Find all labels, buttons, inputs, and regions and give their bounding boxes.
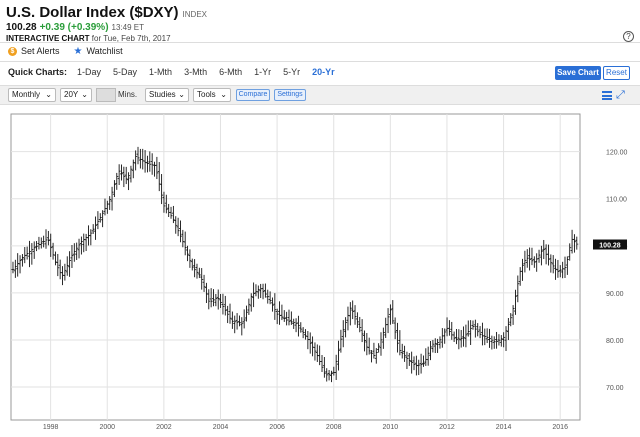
x-tick-label: 2016 <box>552 424 568 431</box>
tools-value: Tools <box>197 90 216 99</box>
last-value-badge <box>593 239 627 250</box>
help-icon[interactable]: ? <box>623 31 634 42</box>
x-tick-label: 2008 <box>326 424 342 431</box>
y-tick-label: 90.00 <box>606 291 624 298</box>
chart-subtitle: INTERACTIVE CHART for Tue, Feb 7th, 2017 <box>6 34 634 43</box>
quick-3-mth[interactable]: 3-Mth <box>184 67 208 77</box>
actions-row: $ Set Alerts ★ Watchlist <box>8 46 123 56</box>
watchlist-label: Watchlist <box>86 46 123 56</box>
index-tag: INDEX <box>182 10 207 19</box>
quick-1-yr[interactable]: 1-Yr <box>254 67 272 77</box>
chevron-down-icon: ⌄ <box>45 90 52 99</box>
reset-button[interactable]: Reset <box>603 66 630 80</box>
divider <box>0 42 640 43</box>
expand-icon[interactable]: ⤢ <box>616 89 625 101</box>
watchlist-button[interactable]: ★ Watchlist <box>74 46 123 56</box>
x-tick-label: 2010 <box>383 424 399 431</box>
last-price: 100.28 <box>6 22 37 33</box>
compare-button[interactable]: Compare <box>236 89 270 101</box>
x-tick-label: 2012 <box>439 424 455 431</box>
y-tick-label: 70.00 <box>606 385 624 392</box>
settings-button[interactable]: Settings <box>274 89 306 101</box>
studies-select[interactable]: Studies ⌄ <box>145 88 189 102</box>
divider <box>0 61 640 62</box>
quick-charts-label: Quick Charts: <box>8 67 68 77</box>
y-tick-label: 80.00 <box>606 338 624 345</box>
range-value: 20Y <box>64 90 79 99</box>
chart-area[interactable]: 70.0080.0090.00100.00110.00120.001998200… <box>0 108 640 432</box>
quick-5-yr[interactable]: 5-Yr <box>283 67 301 77</box>
price-chart[interactable]: 70.0080.0090.00100.00110.00120.001998200… <box>0 108 640 432</box>
chevron-down-icon: ⌄ <box>81 90 88 99</box>
save-chart-button[interactable]: Save Chart <box>555 66 601 80</box>
chevron-down-icon: ⌄ <box>178 90 185 99</box>
y-tick-label: 120.00 <box>606 150 628 157</box>
studies-value: Studies <box>149 90 176 99</box>
quick-5-day[interactable]: 5-Day <box>113 67 138 77</box>
mins-input[interactable] <box>96 88 116 102</box>
x-tick-label: 2000 <box>99 424 115 431</box>
y-tick-label: 110.00 <box>606 197 627 204</box>
quick-1-mth[interactable]: 1-Mth <box>149 67 173 77</box>
quick-charts: Quick Charts: 1-Day 5-Day 1-Mth 3-Mth 6-… <box>8 67 347 77</box>
tools-select[interactable]: Tools ⌄ <box>193 88 231 102</box>
quick-1-day[interactable]: 1-Day <box>77 67 102 77</box>
page-title: U.S. Dollar Index ($DXY) <box>6 4 179 21</box>
star-icon: ★ <box>73 45 83 57</box>
set-alerts-label: Set Alerts <box>21 46 60 56</box>
plot-frame <box>10 113 581 421</box>
x-tick-label: 1998 <box>43 424 59 431</box>
quick-20-yr[interactable]: 20-Yr <box>312 67 335 77</box>
range-select[interactable]: 20Y ⌄ <box>60 88 92 102</box>
period-value: Monthly <box>12 90 41 99</box>
set-alerts-button[interactable]: $ Set Alerts <box>8 46 60 56</box>
header: U.S. Dollar Index ($DXY) INDEX 100.28 +0… <box>6 4 634 43</box>
mins-label: Mins. <box>118 90 138 99</box>
last-value-label: 100.28 <box>599 242 621 249</box>
chart-toolbar: Monthly ⌄ 20Y ⌄ Mins. Studies ⌄ Tools ⌄ … <box>0 85 640 105</box>
price-time: 13:49 ET <box>111 23 144 32</box>
x-tick-label: 2014 <box>496 424 512 431</box>
quick-6-mth[interactable]: 6-Mth <box>219 67 243 77</box>
chart-date: for Tue, Feb 7th, 2017 <box>91 34 171 43</box>
x-tick-label: 2004 <box>213 424 229 431</box>
alert-icon: $ <box>8 46 17 56</box>
x-tick-label: 2006 <box>269 424 285 431</box>
period-select[interactable]: Monthly ⌄ <box>8 88 56 102</box>
price-change: +0.39 (+0.39%) <box>39 22 109 33</box>
x-tick-label: 2002 <box>156 424 172 431</box>
chart-type-label: INTERACTIVE CHART <box>6 34 90 43</box>
chevron-down-icon: ⌄ <box>220 90 227 99</box>
menu-icon[interactable] <box>602 91 612 100</box>
